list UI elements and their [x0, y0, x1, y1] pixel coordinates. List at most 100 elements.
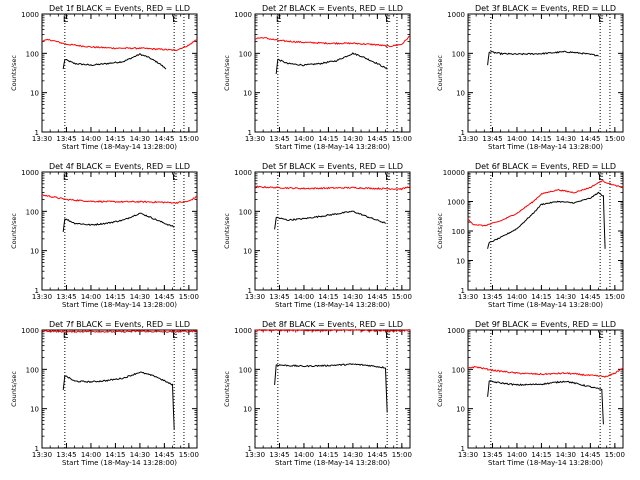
detector-panel: Det 9f BLACK = Events, RED = LLD 1 10 100 10… — [436, 320, 625, 467]
panel-title: Det 2f BLACK = Events, RED = LLD — [262, 4, 403, 13]
y-axis-label: Counts/sec — [10, 371, 18, 407]
plot-frame — [254, 13, 411, 133]
events-series-line — [62, 53, 167, 70]
x-tick-label: 14:00 — [507, 451, 527, 459]
events-series-line — [274, 363, 388, 413]
y-tick-label: 1 — [35, 445, 39, 453]
x-tick-label: 13:45 — [269, 451, 289, 459]
x-tick-label: 15:00 — [605, 451, 625, 459]
x-tick-label: 14:30 — [130, 293, 150, 301]
y-axis-label: Counts/sec — [223, 371, 231, 407]
plot-frame — [467, 171, 624, 291]
y-tick-label: 10000 — [443, 169, 465, 177]
y-axis-label: Counts/sec — [223, 213, 231, 249]
y-tick-label: 10 — [456, 406, 465, 414]
events-series-line — [274, 210, 386, 230]
x-tick-label: 13:30 — [32, 135, 52, 143]
x-tick-label: 14:15 — [105, 293, 125, 301]
plot-frame — [254, 171, 411, 291]
x-tick-label: 14:15 — [105, 135, 125, 143]
x-tick-label: 13:45 — [269, 293, 289, 301]
y-tick-label: 10 — [30, 248, 39, 256]
x-tick-label: 15:00 — [392, 293, 412, 301]
lld-series-line — [467, 365, 624, 378]
x-tick-label: 15:00 — [392, 451, 412, 459]
y-tick-label: 1000 — [447, 327, 465, 335]
x-axis-label: Start Time (18-May-14 13:28:00) — [275, 143, 390, 151]
y-tick-label: 100 — [452, 366, 465, 374]
x-tick-label: 14:15 — [531, 293, 551, 301]
x-tick-label: 14:30 — [556, 451, 576, 459]
x-tick-label: 13:30 — [245, 135, 265, 143]
x-tick-label: 13:30 — [32, 293, 52, 301]
y-axis-label: Counts/sec — [10, 55, 18, 91]
x-tick-label: 13:30 — [32, 451, 52, 459]
x-tick-label: 14:45 — [367, 293, 387, 301]
y-tick-label: 1 — [35, 129, 39, 137]
events-series-line — [275, 52, 388, 74]
x-axis-label: Start Time (18-May-14 13:28:00) — [488, 301, 603, 309]
lld-series-line — [41, 194, 197, 205]
x-tick-label: 13:45 — [482, 293, 502, 301]
x-tick-label: 13:30 — [245, 293, 265, 301]
x-tick-label: 14:15 — [531, 135, 551, 143]
y-tick-label: 1000 — [234, 11, 252, 19]
x-tick-label: 14:45 — [580, 293, 600, 301]
interval-marker-label: E — [598, 173, 604, 183]
y-tick-label: 100 — [239, 366, 252, 374]
x-tick-label: 13:30 — [458, 451, 478, 459]
y-tick-label: 100 — [26, 208, 39, 216]
interval-marker-label: E — [63, 173, 69, 183]
panel-title: Det 7f BLACK = Events, RED = LLD — [49, 320, 190, 329]
x-tick-label: 13:30 — [245, 451, 265, 459]
y-tick-label: 1000 — [21, 11, 39, 19]
y-tick-label: 1 — [248, 445, 252, 453]
detector-panel: Det 6f BLACK = Events, RED = LLD 1 10 100 10… — [436, 162, 625, 309]
lld-series-line — [41, 330, 198, 334]
lld-series-line — [254, 35, 411, 48]
events-series-line — [62, 371, 175, 430]
y-tick-label: 10 — [243, 248, 252, 256]
x-tick-label: 14:00 — [507, 135, 527, 143]
x-tick-label: 13:45 — [482, 135, 502, 143]
y-tick-label: 1 — [35, 287, 39, 295]
interval-marker-label: E — [172, 15, 178, 25]
x-tick-label: 13:45 — [269, 135, 289, 143]
panel-title: Det 4f BLACK = Events, RED = LLD — [49, 162, 190, 171]
x-tick-label: 14:00 — [294, 135, 314, 143]
x-tick-label: 14:45 — [154, 135, 174, 143]
x-axis-label: Start Time (18-May-14 13:28:00) — [488, 459, 603, 467]
y-tick-label: 10 — [243, 90, 252, 98]
y-tick-label: 10 — [30, 90, 39, 98]
y-tick-label: 1000 — [447, 11, 465, 19]
x-tick-label: 15:00 — [605, 135, 625, 143]
x-axis-label: Start Time (18-May-14 13:28:00) — [62, 143, 177, 151]
detector-panel: Det 3f BLACK = Events, RED = LLD 1 10 100 10… — [436, 4, 625, 151]
plot-frame — [41, 13, 198, 133]
y-tick-label: 100 — [26, 50, 39, 58]
x-tick-label: 14:00 — [294, 451, 314, 459]
x-tick-label: 14:30 — [556, 293, 576, 301]
events-series-line — [487, 50, 599, 66]
x-tick-label: 14:00 — [507, 293, 527, 301]
x-tick-label: 14:15 — [531, 451, 551, 459]
x-tick-label: 14:30 — [130, 135, 150, 143]
lld-series-line — [255, 185, 411, 191]
x-axis-label: Start Time (18-May-14 13:28:00) — [488, 143, 603, 151]
x-tick-label: 14:30 — [556, 135, 576, 143]
events-series-line — [487, 191, 606, 249]
panel-title: Det 1f BLACK = Events, RED = LLD — [49, 4, 190, 13]
y-tick-label: 1 — [461, 129, 465, 137]
interval-marker-label: E — [63, 331, 69, 341]
x-tick-label: 14:45 — [367, 135, 387, 143]
x-tick-label: 14:15 — [318, 451, 338, 459]
x-tick-label: 14:30 — [343, 293, 363, 301]
interval-marker-label: E — [598, 331, 604, 341]
interval-marker-label: E — [598, 15, 604, 25]
x-tick-label: 13:45 — [482, 451, 502, 459]
x-tick-label: 14:00 — [81, 293, 101, 301]
detector-panel: Det 8f BLACK = Events, RED = LLD 1 10 100 10… — [223, 320, 412, 467]
detector-panel: Det 1f BLACK = Events, RED = LLD 1 10 100 10… — [10, 4, 199, 151]
detector-panel: Det 2f BLACK = Events, RED = LLD 1 10 100 10… — [223, 4, 412, 151]
x-tick-label: 14:00 — [294, 293, 314, 301]
